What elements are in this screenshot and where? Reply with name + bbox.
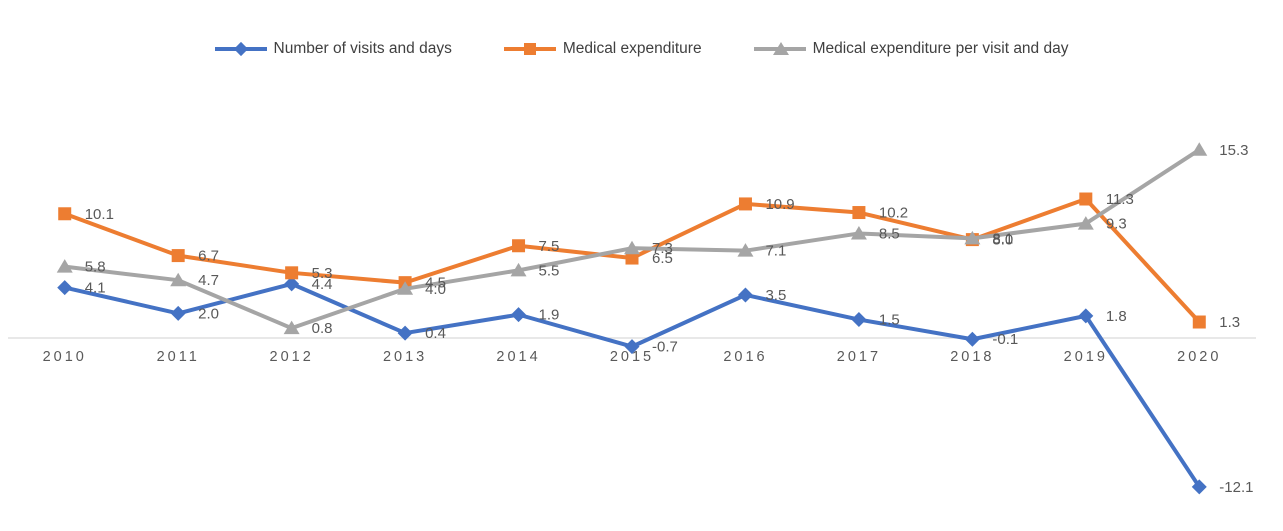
square-marker — [738, 197, 752, 211]
triangle-marker — [850, 225, 867, 240]
x-axis-tick-label: 2018 — [950, 349, 994, 365]
data-label: 1.8 — [1106, 308, 1127, 325]
data-label: 5.3 — [312, 265, 333, 282]
diamond-marker — [1078, 308, 1094, 324]
legend-item-expenditure: Medical expenditure — [503, 40, 702, 58]
legend-swatch-expenditure — [503, 41, 556, 57]
diamond-marker — [511, 307, 527, 323]
data-label: 4.0 — [425, 281, 446, 298]
data-label: 4.7 — [198, 272, 219, 289]
data-label: 8.5 — [879, 225, 900, 242]
data-label: 6.5 — [652, 250, 673, 267]
x-axis-tick-label: 2019 — [1064, 349, 1108, 365]
data-label: 4.4 — [312, 276, 333, 293]
data-label: 2.0 — [198, 305, 219, 322]
legend-item-visits: Number of visits and days — [214, 40, 452, 58]
triangle-icon — [772, 42, 789, 55]
diamond-icon — [233, 41, 248, 57]
square-marker — [285, 266, 299, 280]
triangle-marker — [170, 272, 187, 287]
data-label: 4.5 — [425, 275, 446, 292]
data-label: 0.4 — [425, 325, 446, 342]
diamond-marker — [170, 305, 186, 321]
triangle-marker — [56, 259, 73, 273]
legend-label-visits: Number of visits and days — [273, 40, 452, 57]
data-label: -0.1 — [992, 331, 1018, 348]
data-label: 8.0 — [992, 232, 1013, 249]
legend-swatch-visits — [214, 41, 267, 57]
data-label: 7.3 — [652, 240, 673, 257]
legend-item-per-visit: Medical expenditure per visit and day — [753, 40, 1069, 58]
x-axis-tick-label: 2020 — [1177, 349, 1221, 365]
data-label: 1.5 — [879, 312, 900, 329]
series-line-2 — [62, 147, 1202, 331]
x-axis-tick-label: 2012 — [270, 349, 314, 365]
series-line-0 — [62, 281, 1202, 489]
legend-swatch-per-visit — [753, 41, 806, 57]
square-marker — [1192, 315, 1206, 329]
x-axis-tick-label: 2017 — [837, 349, 881, 365]
triangle-marker — [1191, 142, 1208, 156]
legend-label-expenditure: Medical expenditure — [562, 40, 702, 57]
diamond-marker — [624, 339, 640, 355]
diamond-marker — [851, 312, 867, 328]
square-marker — [852, 206, 866, 220]
data-label: 8.1 — [992, 230, 1013, 247]
x-axis-tick-label: 2011 — [157, 349, 200, 365]
diamond-marker — [284, 276, 300, 292]
data-label: 3.5 — [765, 287, 786, 304]
x-axis-tick-label: 2010 — [43, 349, 87, 365]
diamond-marker — [57, 280, 73, 296]
data-label: 0.8 — [312, 320, 333, 337]
data-label: 6.7 — [198, 248, 219, 265]
data-label: 9.3 — [1106, 216, 1127, 233]
data-label: 7.1 — [765, 243, 786, 260]
square-marker — [625, 251, 639, 265]
x-axis-tick-label: 2016 — [723, 349, 767, 365]
data-label: 1.9 — [539, 307, 560, 324]
data-label: 7.5 — [539, 238, 560, 255]
triangle-marker — [737, 243, 754, 257]
data-label: -12.1 — [1219, 479, 1253, 496]
diamond-marker — [397, 325, 413, 341]
x-axis-tick-label: 2015 — [610, 349, 654, 365]
square-marker — [1079, 192, 1093, 206]
square-marker — [512, 239, 526, 253]
legend-label-per-visit: Medical expenditure per visit and day — [812, 40, 1069, 57]
data-label: 10.1 — [85, 206, 114, 223]
square-marker — [171, 249, 185, 263]
triangle-marker — [1077, 216, 1094, 230]
triangle-marker — [397, 281, 414, 295]
triangle-marker — [510, 262, 527, 277]
diamond-marker — [1191, 479, 1207, 495]
triangle-marker — [964, 230, 981, 245]
data-label: 10.9 — [765, 196, 794, 213]
data-label: 4.1 — [85, 280, 106, 297]
diamond-marker — [964, 331, 980, 347]
chart-legend: Number of visits and days Medical expend… — [0, 40, 1283, 58]
triangle-marker — [624, 240, 640, 255]
data-label: 5.8 — [85, 259, 106, 276]
square-marker — [58, 207, 72, 221]
x-axis-tick-label: 2013 — [383, 349, 427, 365]
triangle-marker — [283, 320, 300, 335]
data-label: 5.5 — [539, 262, 560, 279]
diamond-marker — [737, 287, 753, 303]
data-label: 11.3 — [1106, 191, 1134, 208]
data-label: 1.3 — [1219, 314, 1240, 331]
data-label: -0.7 — [652, 339, 678, 356]
data-label: 15.3 — [1219, 142, 1248, 159]
data-label: 10.2 — [879, 205, 908, 222]
square-icon — [523, 43, 536, 55]
x-axis-tick-label: 2014 — [496, 349, 540, 365]
